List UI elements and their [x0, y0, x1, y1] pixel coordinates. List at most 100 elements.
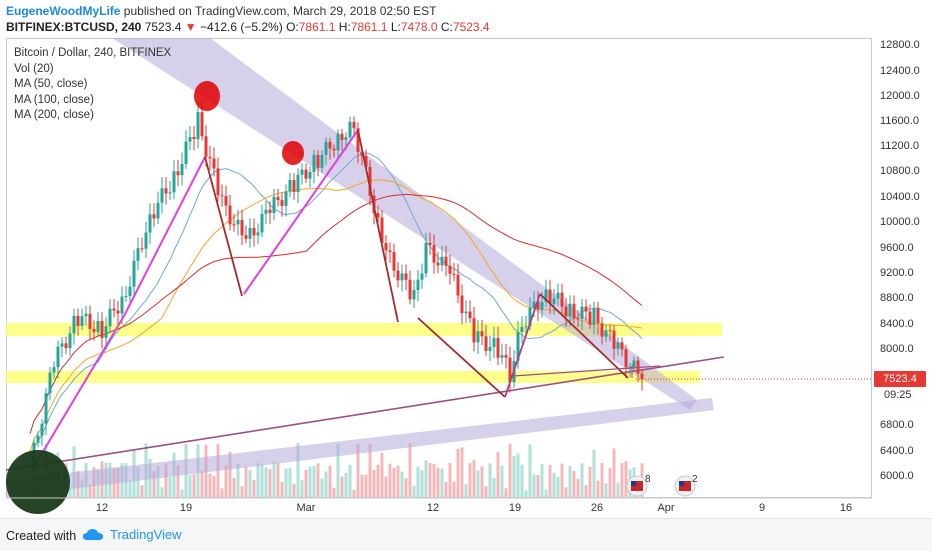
volume-bar	[381, 453, 384, 497]
candle-body	[289, 180, 292, 192]
volume-bar	[321, 478, 324, 497]
x-tick: 19	[509, 502, 521, 514]
volume-bar	[325, 471, 328, 497]
legend-ma100[interactable]: MA (100, close)	[14, 93, 171, 109]
x-tick: Mar	[297, 502, 316, 514]
candle-body	[569, 304, 572, 316]
volume-bar	[361, 475, 364, 497]
candle-body	[37, 436, 40, 443]
volume-bar	[285, 469, 288, 497]
candle-body	[165, 188, 168, 193]
volume-bar	[413, 486, 416, 497]
volume-bar	[389, 464, 392, 497]
candle-body	[241, 220, 244, 235]
candle-body	[281, 200, 284, 206]
volume-bar	[489, 463, 492, 497]
volume-bar	[365, 475, 368, 497]
time-axis[interactable]: 12 19 Mar 12 19 26 Apr 9 16	[6, 498, 872, 518]
candle-body	[141, 248, 144, 249]
candle-body	[521, 327, 524, 332]
volume-bar	[385, 476, 388, 497]
top-marker	[194, 81, 220, 111]
volume-bar	[245, 466, 248, 497]
candle-body	[393, 252, 396, 271]
volume-bar	[277, 463, 280, 497]
x-tick: Apr	[657, 502, 674, 514]
volume-bar	[565, 487, 568, 497]
volume-bar	[161, 487, 164, 497]
candle-body	[225, 196, 228, 205]
y-tick: 9600.0	[880, 242, 914, 254]
candle-body	[209, 157, 212, 159]
volume-bar	[469, 463, 472, 497]
candle-body	[65, 343, 68, 348]
volume-bar	[225, 465, 228, 497]
volume-bar	[201, 470, 204, 497]
volume-bar	[349, 465, 352, 497]
volume-bar	[513, 456, 516, 497]
volume-bar	[589, 467, 592, 497]
candle-body	[525, 326, 528, 327]
candle-body	[457, 275, 460, 296]
volume-bar	[221, 488, 224, 497]
y-tick: 6800.0	[880, 419, 914, 431]
candle-body	[133, 261, 136, 287]
candle-body	[341, 134, 344, 140]
candle-body	[205, 136, 208, 157]
candle-body	[313, 155, 316, 172]
candle-body	[481, 331, 484, 336]
volume-bar	[257, 463, 260, 497]
chart-legend: Bitcoin / Dollar, 240, BITFINEX Vol (20)…	[14, 46, 171, 124]
price-axis[interactable]: 12800.0 12400.0 12000.0 11600.0 11200.0 …	[872, 38, 932, 498]
volume-bar	[505, 488, 508, 497]
candle-body	[613, 331, 616, 349]
candle-body	[81, 316, 84, 326]
volume-bar	[293, 484, 296, 497]
candle-body	[553, 299, 556, 304]
legend-ma50[interactable]: MA (50, close)	[14, 77, 171, 93]
volume-bar	[73, 446, 76, 497]
volume-bar	[397, 466, 400, 497]
volume-bar	[305, 470, 308, 497]
candle-body	[85, 314, 88, 317]
candle-body	[621, 342, 624, 349]
legend-vol[interactable]: Vol (20)	[14, 62, 171, 78]
volume-bar	[273, 462, 276, 497]
candle-body	[421, 273, 424, 279]
bar-countdown: 09:25	[884, 389, 912, 401]
candle-body	[417, 280, 420, 290]
legend-ma200[interactable]: MA (200, close)	[14, 108, 171, 124]
candle-body	[429, 243, 432, 245]
volume-bar	[333, 488, 336, 497]
y-tick: 10800.0	[880, 165, 920, 177]
candle-body	[585, 307, 588, 312]
candle-body	[401, 273, 404, 280]
volume-bar	[393, 468, 396, 497]
y-tick: 8000.0	[880, 343, 914, 355]
candle-body	[617, 342, 620, 348]
candle-body	[77, 316, 80, 326]
candle-body	[497, 338, 500, 358]
y-tick: 10400.0	[880, 191, 920, 203]
volume-bar	[605, 483, 608, 497]
candle-body	[473, 318, 476, 342]
candle-body	[561, 293, 564, 307]
tradingview-logo[interactable]: TradingView	[82, 527, 182, 542]
volume-bar	[309, 467, 312, 497]
candle-body	[397, 271, 400, 281]
volume-bar	[353, 490, 356, 497]
volume-bar	[609, 468, 612, 497]
volume-bar	[541, 464, 544, 497]
volume-bar	[501, 465, 504, 497]
legend-title: Bitcoin / Dollar, 240, BITFINEX	[14, 46, 171, 62]
volume-bar	[461, 447, 464, 497]
volume-bar	[317, 463, 320, 497]
volume-bar	[497, 452, 500, 497]
candle-body	[245, 235, 248, 239]
candle-body	[101, 321, 104, 338]
volume-bar	[193, 474, 196, 497]
candle-body	[169, 192, 172, 193]
candle-body	[277, 197, 280, 200]
candle-body	[93, 329, 96, 332]
candle-body	[501, 355, 504, 358]
